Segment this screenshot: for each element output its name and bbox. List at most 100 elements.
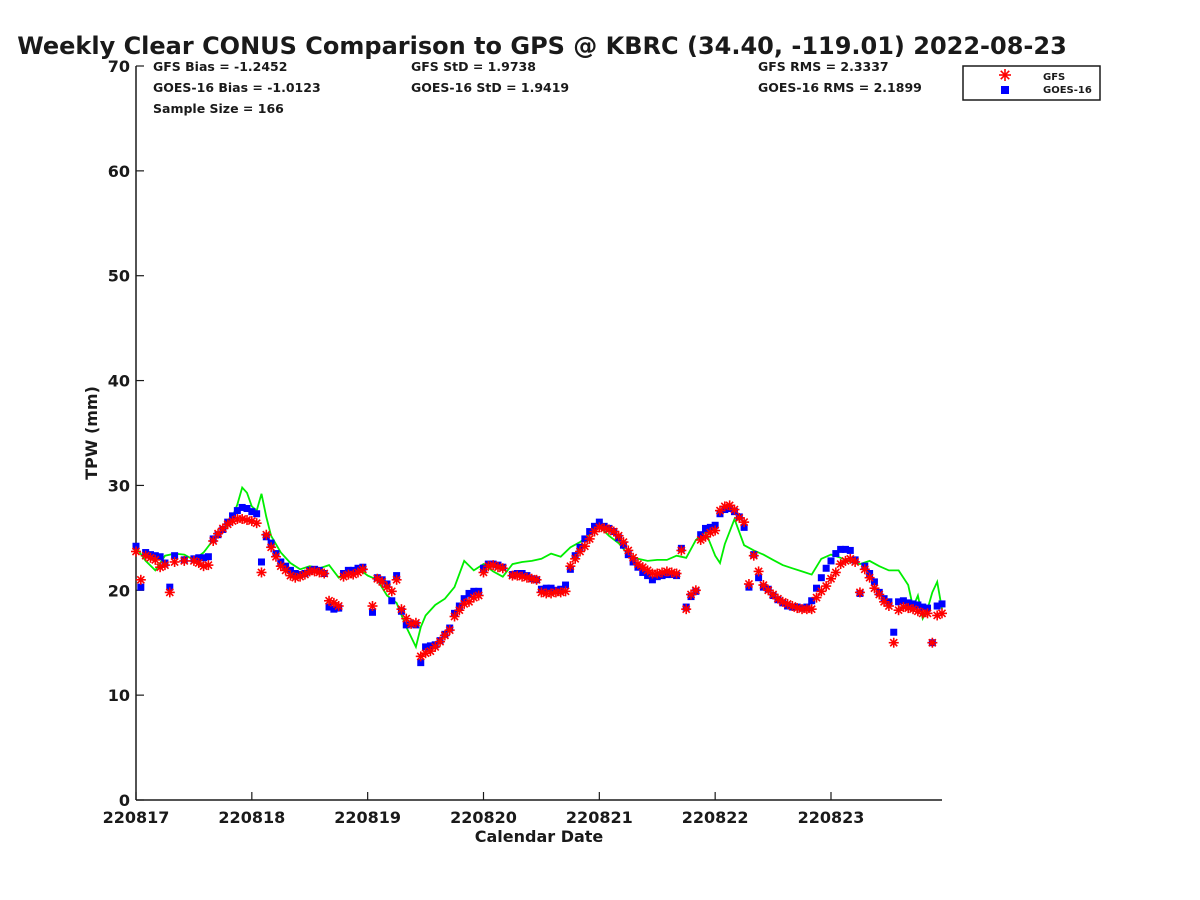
gfs-point (690, 585, 701, 596)
goes16-point (470, 587, 478, 595)
goes16-point (195, 554, 203, 562)
gfs-point (864, 572, 875, 583)
goes16-point (711, 521, 719, 529)
goes16-point (248, 508, 256, 516)
gfs-point (391, 574, 402, 585)
gfs-point (179, 555, 190, 566)
gfs-point (473, 590, 484, 601)
goes16-point (465, 589, 473, 597)
legend: GFS GOES-16 (962, 65, 1101, 101)
goes16-point (132, 542, 140, 550)
goes-bias-text: GOES-16 Bias = -1.0123 (153, 80, 321, 95)
gfs-point (150, 554, 161, 565)
gfs-point (169, 556, 180, 567)
gfs-point (743, 578, 754, 589)
gfs-rms-text: GFS RMS = 2.3337 (758, 59, 889, 74)
goes16-point (166, 583, 174, 591)
gfs-point (681, 604, 692, 615)
goes16-point (402, 621, 410, 629)
legend-goes16-label: GOES-16 (1043, 85, 1092, 96)
y-tick-label: 70 (108, 57, 130, 76)
gfs-point (729, 504, 740, 515)
gfs-point (396, 604, 407, 615)
gfs-point (739, 517, 750, 528)
gfs-point (883, 601, 894, 612)
legend-goes16-marker (1001, 86, 1009, 94)
gfs-point (256, 567, 267, 578)
goes16-point (644, 572, 652, 580)
goes16-point (895, 598, 903, 606)
gfs-point (888, 637, 899, 648)
goes16-point (933, 602, 941, 610)
gfs-point (266, 542, 277, 553)
x-tick-label: 220818 (218, 808, 285, 827)
gfs-point (758, 580, 769, 591)
gfs-bias-text: GFS Bias = -1.2452 (153, 59, 287, 74)
gfs-point (333, 601, 344, 612)
stats-block: GFS Bias = -1.2452 GOES-16 Bias = -1.012… (153, 59, 922, 116)
gfs-point (700, 531, 711, 542)
x-tick-label: 220820 (450, 808, 517, 827)
gfs-point (193, 558, 204, 569)
x-tick-label: 220823 (798, 808, 865, 827)
y-tick-label: 10 (108, 686, 130, 705)
goes16-point (919, 603, 927, 611)
goes16-point (257, 558, 265, 566)
gfs-point (859, 564, 870, 575)
x-axis-label: Calendar Date (475, 827, 604, 846)
goes16-point (924, 604, 932, 612)
goes16-point (702, 524, 710, 532)
gfs-point (435, 636, 446, 647)
chart-title: Weekly Clear CONUS Comparison to GPS @ K… (17, 32, 1067, 60)
y-tick-label: 60 (108, 162, 130, 181)
goes16-point (200, 554, 208, 562)
goes16-point (422, 643, 430, 651)
goes16-point (706, 523, 714, 531)
goes16-point (899, 597, 907, 605)
gfs-point (135, 574, 146, 585)
gfs-point (222, 519, 233, 530)
gfs-std-text: GFS StD = 1.9738 (411, 59, 536, 74)
legend-box (962, 65, 1101, 101)
goes16-point (204, 553, 212, 561)
goes16-point (233, 507, 241, 515)
goes16-point (837, 545, 845, 553)
gfs-point (251, 518, 262, 529)
goes16-point (171, 552, 179, 560)
gfs-point (444, 625, 455, 636)
gfs-point (579, 541, 590, 552)
gfs-point (159, 560, 170, 571)
gfs-point (628, 552, 639, 563)
gfs-point (560, 586, 571, 597)
goes16-point (832, 550, 840, 558)
x-tick-label: 220821 (566, 808, 633, 827)
gfs-point (821, 581, 832, 592)
gfs-point (830, 567, 841, 578)
gfs-point (618, 537, 629, 548)
gps-series (135, 485, 943, 650)
goes16-point (904, 599, 912, 607)
gfs-point (613, 530, 624, 541)
gfs-point (710, 525, 721, 536)
gfs-point (261, 529, 272, 540)
goes16-point (909, 600, 917, 608)
gfs-point (348, 569, 359, 580)
goes16-point (755, 574, 763, 582)
gfs-point (922, 608, 933, 619)
gfs-point (811, 592, 822, 603)
gfs-point (671, 568, 682, 579)
gfs-point (531, 574, 542, 585)
gfs-point (410, 617, 421, 628)
goes16-point (137, 583, 145, 591)
gfs-point (449, 611, 460, 622)
goes16-point (243, 504, 251, 512)
gfs-point (806, 604, 817, 615)
goes16-point (639, 568, 647, 576)
gfs-point (869, 583, 880, 594)
x-ticks: 220817 220818 220819 220820 220821 220822 2208… (103, 792, 865, 827)
goes16-point (827, 557, 835, 565)
sample-size-text: Sample Size = 166 (153, 101, 284, 116)
goes16-series (132, 503, 946, 667)
goes16-point (460, 595, 468, 603)
goes16-point (870, 578, 878, 586)
